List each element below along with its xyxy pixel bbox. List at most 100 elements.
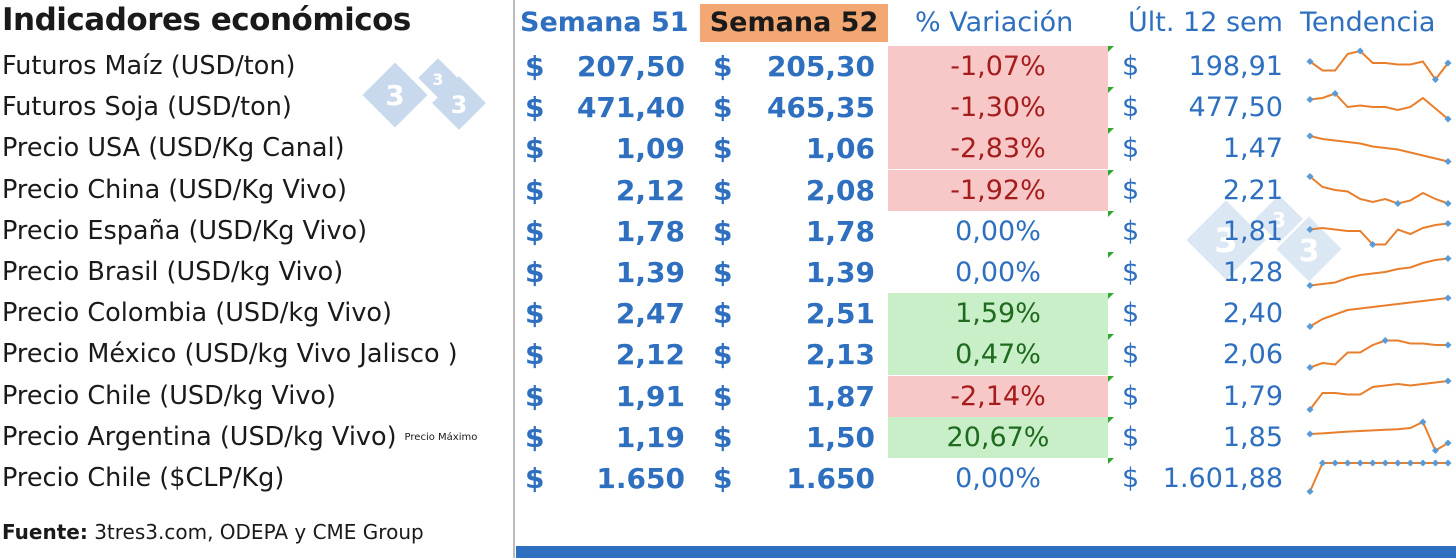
week52-value: 2,51: [805, 297, 875, 331]
trend-sparkline: [1306, 418, 1452, 454]
variation-value: 20,67%: [888, 416, 1108, 458]
sparkline-line: [1309, 175, 1449, 205]
avg-value: 477,50: [1188, 92, 1283, 124]
avg-currency: $: [1122, 339, 1140, 371]
week52-currency: $: [713, 338, 733, 372]
week51-value: 207,50: [576, 50, 685, 83]
variation-value: -2,14%: [888, 375, 1108, 417]
week52-value: 2,13: [805, 338, 875, 372]
sparkline-marker: [1406, 459, 1414, 467]
week51-value: 2,12: [615, 173, 685, 207]
variation-value: 0,00%: [955, 463, 1041, 494]
variation-value: 0,00%: [955, 257, 1041, 288]
week51-value: 1.650: [596, 462, 685, 495]
avg-value: 198,91: [1188, 51, 1283, 82]
sparkline-marker: [1306, 487, 1314, 496]
week51-value: 1,78: [615, 214, 685, 248]
sparkline-marker: [1306, 96, 1314, 104]
avg-currency: $: [1122, 257, 1140, 288]
avg-currency: $: [1122, 380, 1140, 412]
variation-value: -1,07%: [888, 46, 1108, 87]
avg-value: 1,28: [1222, 257, 1283, 288]
week52-value: 1,50: [805, 420, 875, 454]
indicator-label-text: Precio Chile ($CLP/Kg): [2, 463, 285, 493]
cell-marker: [1108, 416, 1114, 423]
week51-value: 2,47: [615, 297, 685, 331]
variation-value: -2,83%: [888, 128, 1108, 170]
week51-currency: $: [525, 214, 545, 248]
indicator-label-text: Precio Colombia (USD/kg Vivo): [2, 298, 392, 329]
week52-currency: $: [713, 91, 733, 125]
indicator-label-text: Precio España (USD/Kg Vivo): [2, 215, 368, 246]
week51-value: 1,09: [615, 132, 685, 166]
sparkline-marker: [1306, 430, 1314, 438]
trend-sparkline: [1306, 219, 1452, 248]
indicator-label-text: Precio Brasil (USD/kg Vivo): [2, 257, 344, 287]
sparkline-marker: [1394, 459, 1402, 467]
week51-currency: $: [525, 173, 545, 207]
week51-value: 2,12: [615, 338, 685, 372]
week52-currency: $: [713, 50, 733, 83]
sparkline-marker: [1381, 337, 1389, 345]
sparkline-marker: [1419, 459, 1427, 467]
sparkline-marker: [1444, 294, 1452, 302]
header-variation: % Variación: [915, 7, 1074, 38]
week51-currency: $: [525, 420, 545, 454]
avg-currency: $: [1122, 215, 1140, 247]
sparkline-marker: [1381, 459, 1389, 467]
week51-currency: $: [525, 462, 545, 495]
sparkline-marker: [1444, 219, 1452, 227]
indicator-label: Precio Argentina (USD/kg Vivo) Precio Máx…: [2, 417, 477, 458]
indicator-label-text: Precio México (USD/kg Vivo Jalisco ): [2, 339, 458, 370]
sparkline-marker: [1444, 459, 1452, 467]
week51-currency: $: [525, 50, 545, 83]
sparkline-marker: [1444, 158, 1452, 166]
avg-currency: $: [1122, 133, 1140, 165]
sparkline-marker: [1344, 459, 1352, 467]
sparkline-line: [1309, 222, 1449, 246]
trend-sparkline: [1306, 294, 1452, 331]
week51-currency: $: [525, 338, 545, 372]
sparkline-line: [1309, 49, 1449, 82]
avg-value: 1,79: [1222, 380, 1283, 412]
cell-marker: [1108, 46, 1114, 52]
sparkline-marker: [1306, 225, 1314, 233]
sparkline-marker: [1319, 459, 1327, 467]
week51-currency: $: [525, 256, 545, 289]
svg-text:3: 3: [1272, 208, 1286, 232]
sparkline-marker: [1306, 132, 1314, 140]
footer-text: 3tres3.com, ODEPA y CME Group: [87, 520, 424, 544]
sparkline-marker: [1431, 459, 1439, 467]
avg-currency: $: [1122, 463, 1140, 494]
indicator-label: Futuros Maíz (USD/ton): [2, 46, 295, 87]
sparkline-line: [1309, 462, 1448, 492]
avg-value: 2,40: [1222, 298, 1283, 330]
week52-currency: $: [713, 297, 733, 331]
avg-value: 1,85: [1222, 421, 1283, 453]
trend-sparkline: [1306, 47, 1452, 84]
footer-label: Fuente:: [2, 520, 88, 544]
week52-value: 1,39: [805, 256, 875, 289]
week51-currency: $: [525, 297, 545, 331]
svg-text:3: 3: [1214, 221, 1238, 261]
avg-currency: $: [1122, 92, 1140, 124]
trend-sparkline: [1306, 132, 1452, 166]
week52-value: 1,78: [805, 214, 875, 248]
week52-currency: $: [713, 132, 733, 166]
sparkline-marker: [1331, 459, 1339, 467]
avg-value: 1,81: [1222, 215, 1283, 247]
svg-text:3: 3: [451, 91, 468, 119]
indicator-label: Precio Colombia (USD/kg Vivo): [2, 293, 392, 334]
avg-value: 2,06: [1222, 339, 1283, 371]
sparkline-marker: [1419, 418, 1427, 426]
sparkline-marker: [1444, 254, 1452, 263]
week52-value: 465,35: [766, 91, 875, 125]
sparkline-line: [1309, 297, 1449, 328]
indicator-label-text: Futuros Soja (USD/ton): [2, 92, 292, 123]
header-avg12: Últ. 12 sem: [1128, 7, 1283, 38]
trend-sparkline: [1306, 90, 1452, 123]
cell-marker: [1108, 334, 1114, 341]
cell-marker: [1108, 458, 1114, 464]
cell-marker: [1108, 128, 1114, 135]
source-footer: Fuente: 3tres3.com, ODEPA y CME Group: [2, 520, 424, 544]
